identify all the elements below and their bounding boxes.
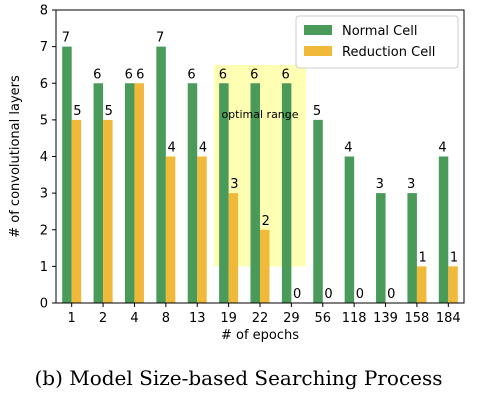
- figure-caption: (b) Model Size-based Searching Process: [34, 366, 443, 390]
- y-tick-label-4: 4: [40, 150, 48, 165]
- x-tick-label-158: 158: [405, 311, 430, 326]
- normal-cell-value-2: 6: [93, 67, 101, 82]
- y-tick-label-3: 3: [40, 187, 48, 202]
- reduction-cell-value-118: 0: [356, 287, 364, 302]
- reduction-cell-value-22: 2: [262, 214, 270, 229]
- normal-cell-bar-8: [156, 46, 166, 303]
- normal-cell-bar-1: [62, 46, 72, 303]
- normal-cell-bar-158: [407, 193, 417, 303]
- normal-cell-value-118: 4: [344, 141, 352, 156]
- x-tick-label-56: 56: [314, 311, 331, 326]
- normal-cell-value-139: 3: [376, 177, 384, 192]
- legend-label-reduction-cell: Reduction Cell: [342, 45, 435, 60]
- normal-cell-bar-184: [438, 156, 449, 303]
- reduction-cell-value-158: 1: [419, 250, 427, 265]
- reduction-cell-bar-2: [103, 119, 113, 303]
- normal-cell-bar-19: [219, 83, 229, 303]
- normal-cell-bar-4: [124, 83, 135, 303]
- x-tick-label-184: 184: [436, 311, 461, 326]
- y-tick-label-6: 6: [40, 77, 48, 92]
- x-tick-label-118: 118: [342, 311, 367, 326]
- y-tick-label-1: 1: [40, 260, 48, 275]
- legend-label-normal-cell: Normal Cell: [342, 24, 417, 39]
- normal-cell-value-19: 6: [219, 67, 227, 82]
- x-tick-label-29: 29: [283, 311, 300, 326]
- normal-cell-bar-2: [93, 83, 104, 303]
- x-axis-label: # of epochs: [221, 328, 299, 343]
- legend-swatch-reduction-cell: [304, 46, 332, 56]
- x-tick-label-139: 139: [373, 311, 398, 326]
- legend-swatch-normal-cell: [304, 25, 332, 35]
- optimal-range-label: optimal range: [221, 108, 298, 121]
- reduction-cell-bar-8: [165, 156, 176, 303]
- reduction-cell-bar-184: [448, 266, 458, 303]
- reduction-cell-value-56: 0: [324, 287, 332, 302]
- normal-cell-bar-139: [376, 193, 386, 303]
- y-tick-label-7: 7: [40, 40, 48, 55]
- x-tick-label-8: 8: [162, 311, 170, 326]
- reduction-cell-bar-22: [260, 229, 270, 303]
- normal-cell-value-158: 3: [407, 177, 415, 192]
- x-tick-label-19: 19: [220, 311, 237, 326]
- legend-box: [295, 15, 459, 69]
- y-tick-label-5: 5: [40, 113, 48, 128]
- reduction-cell-value-139: 0: [387, 287, 395, 302]
- x-tick-label-2: 2: [99, 311, 107, 326]
- normal-cell-value-8: 7: [156, 31, 164, 46]
- normal-cell-bar-22: [250, 83, 260, 303]
- reduction-cell-bar-13: [197, 156, 207, 303]
- normal-cell-bar-13: [187, 83, 198, 303]
- normal-cell-value-13: 6: [187, 67, 195, 82]
- normal-cell-bar-118: [344, 156, 355, 303]
- y-axis-label: # of convolutional layers: [8, 75, 23, 238]
- reduction-cell-value-8: 4: [167, 141, 175, 156]
- normal-cell-value-1: 7: [62, 31, 70, 46]
- normal-cell-bar-56: [313, 119, 323, 303]
- reduction-cell-bar-158: [416, 266, 427, 303]
- normal-cell-value-184: 4: [438, 141, 446, 156]
- x-tick-label-22: 22: [252, 311, 269, 326]
- reduction-cell-value-29: 0: [293, 287, 301, 302]
- reduction-cell-bar-1: [71, 119, 82, 303]
- y-tick-label-8: 8: [40, 4, 48, 19]
- normal-cell-value-22: 6: [250, 67, 258, 82]
- y-tick-label-0: 0: [40, 297, 48, 312]
- reduction-cell-value-13: 4: [199, 141, 207, 156]
- reduction-cell-value-1: 5: [73, 104, 81, 119]
- normal-cell-value-56: 5: [313, 104, 321, 119]
- x-tick-label-13: 13: [189, 311, 206, 326]
- normal-cell-bar-29: [281, 83, 292, 303]
- normal-cell-value-29: 6: [281, 67, 289, 82]
- x-tick-label-4: 4: [130, 311, 138, 326]
- reduction-cell-bar-4: [134, 83, 144, 303]
- reduction-cell-value-19: 3: [230, 177, 238, 192]
- reduction-cell-bar-19: [228, 193, 239, 303]
- x-tick-label-1: 1: [68, 311, 76, 326]
- reduction-cell-value-4: 6: [136, 67, 144, 82]
- reduction-cell-value-184: 1: [450, 250, 458, 265]
- reduction-cell-value-2: 5: [105, 104, 113, 119]
- normal-cell-value-4: 6: [125, 67, 133, 82]
- y-tick-label-2: 2: [40, 223, 48, 238]
